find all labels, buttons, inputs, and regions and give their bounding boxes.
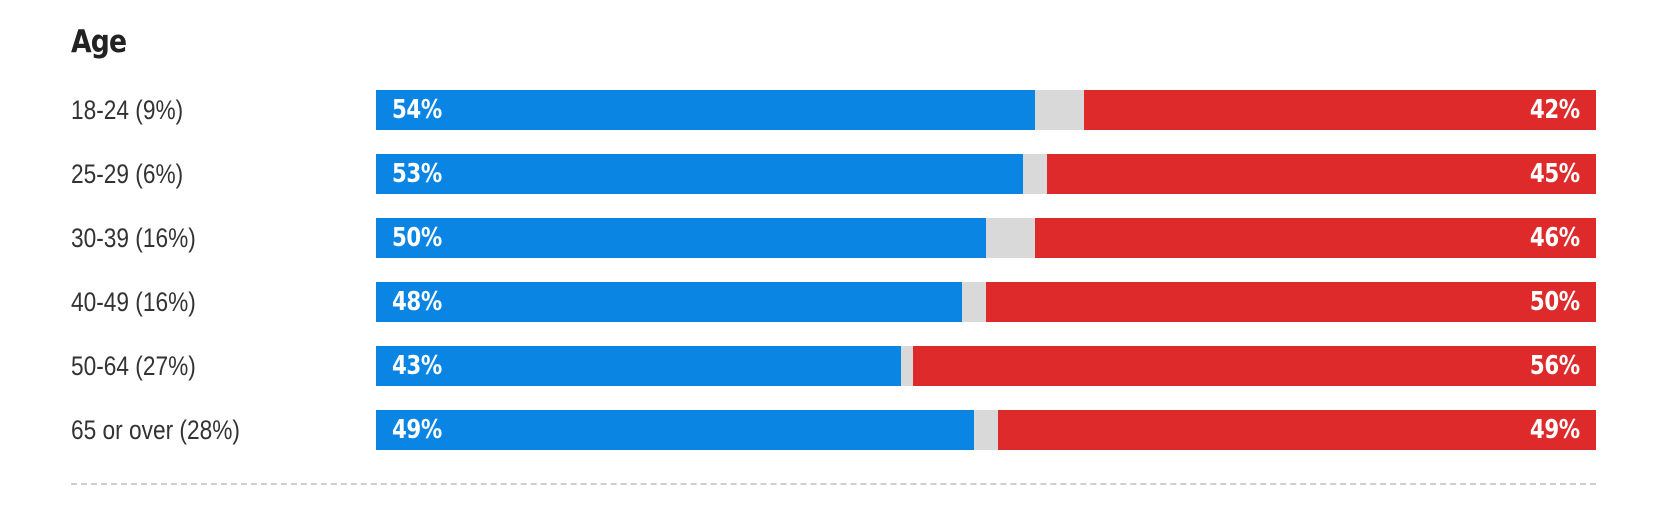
red-value-label: 46% [1530,223,1580,253]
blue-segment [376,90,1035,130]
blue-value-label: 43% [392,351,442,381]
stacked-bar: 48% 50% [376,282,1596,322]
blue-segment [376,410,974,450]
red-segment [1034,218,1596,258]
red-segment [1047,154,1596,194]
bar-row: 18-24 (9%) 54% 42% [0,90,1676,130]
stacked-bar: 50% 46% [376,218,1596,258]
category-label: 30-39 (16%) [71,223,196,253]
blue-segment [376,218,986,258]
red-value-label: 50% [1530,287,1580,317]
red-value-label: 45% [1530,159,1580,189]
red-value-label: 49% [1530,415,1580,445]
red-segment [986,282,1596,322]
blue-segment [376,154,1023,194]
bar-row: 40-49 (16%) 48% 50% [0,282,1676,322]
red-segment [1083,90,1596,130]
category-label: 65 or over (28%) [71,415,240,445]
bar-row: 30-39 (16%) 50% 46% [0,218,1676,258]
stacked-bar: 49% 49% [376,410,1596,450]
chart-title: Age [71,24,127,60]
blue-value-label: 49% [392,415,442,445]
blue-segment [376,282,962,322]
blue-value-label: 53% [392,159,442,189]
category-label: 40-49 (16%) [71,287,196,317]
red-value-label: 42% [1530,95,1580,125]
blue-value-label: 54% [392,95,442,125]
category-label: 50-64 (27%) [71,351,196,381]
category-label: 25-29 (6%) [71,159,184,189]
bar-row: 50-64 (27%) 43% 56% [0,346,1676,386]
blue-value-label: 48% [392,287,442,317]
stacked-bar: 54% 42% [376,90,1596,130]
stacked-bar: 43% 56% [376,346,1596,386]
bar-row: 25-29 (6%) 53% 45% [0,154,1676,194]
blue-value-label: 50% [392,223,442,253]
bar-row: 65 or over (28%) 49% 49% [0,410,1676,450]
blue-segment [376,346,901,386]
red-segment [998,410,1596,450]
stacked-bar: 53% 45% [376,154,1596,194]
red-segment [912,346,1596,386]
red-value-label: 56% [1530,351,1580,381]
dashed-divider [71,483,1596,485]
category-label: 18-24 (9%) [71,95,184,125]
